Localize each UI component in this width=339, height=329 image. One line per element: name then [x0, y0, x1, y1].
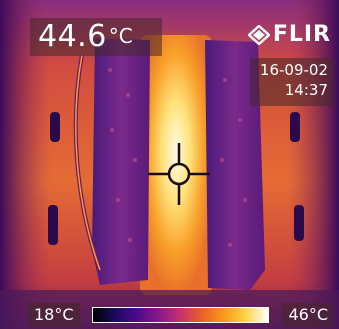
brand-logo: FLIR — [247, 22, 331, 47]
timestamp: 16-09-02 14:37 — [250, 58, 334, 106]
flir-diamond-icon — [247, 24, 270, 45]
scale-min-label: 18°C — [28, 303, 80, 327]
capture-time: 14:37 — [284, 81, 328, 99]
temperature-unit: °C — [108, 24, 133, 48]
capture-date: 16-09-02 — [259, 61, 328, 79]
crosshair-icon — [148, 143, 210, 205]
scale-max-label: 46°C — [282, 303, 334, 327]
brand-name: FLIR — [272, 22, 331, 47]
temperature-scale: 18°C 46°C — [0, 302, 339, 329]
temperature-readout: 44.6 °C — [30, 18, 162, 56]
temperature-value: 44.6 — [38, 19, 107, 54]
color-scale-bar — [92, 307, 269, 323]
